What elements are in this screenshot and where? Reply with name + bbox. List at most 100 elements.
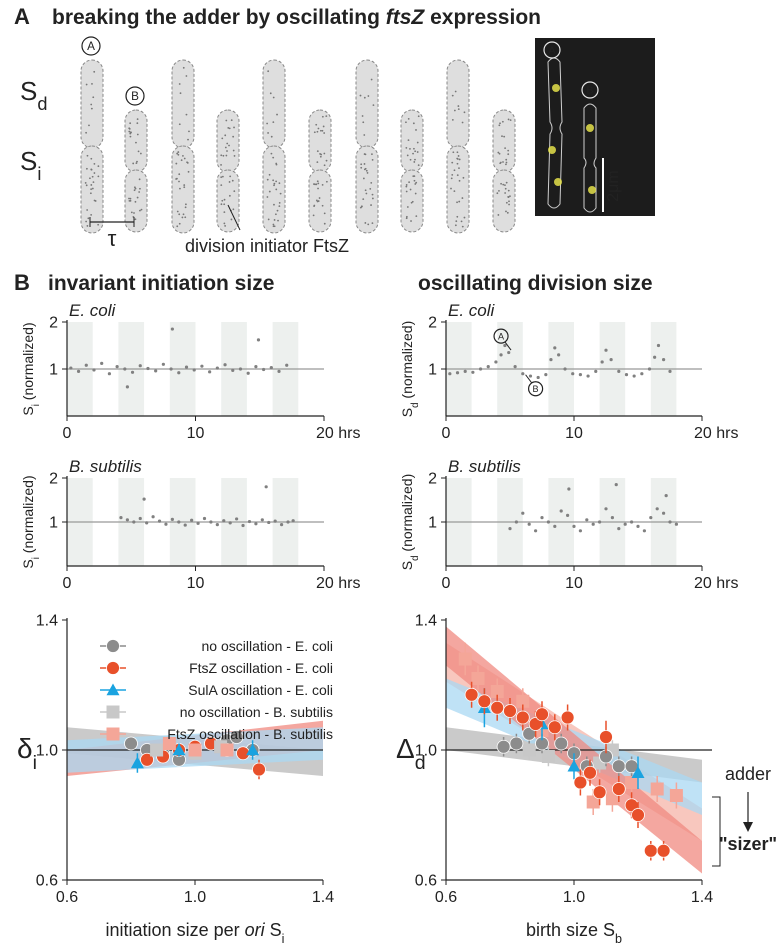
- ftsz-dot: [318, 197, 321, 199]
- circle-label-ring: [581, 81, 599, 99]
- ftsz-dot: [91, 175, 94, 178]
- ftsz-dot: [323, 222, 326, 225]
- ftsz-dot: [502, 161, 504, 163]
- cell: [492, 169, 516, 233]
- data-point: [471, 370, 475, 374]
- data-point: [636, 524, 640, 529]
- ftsz-dot: [226, 142, 229, 145]
- ftsz-dot: [97, 223, 100, 226]
- data-point: [515, 710, 530, 725]
- legend-label: FtsZ oscillation - B. subtilis: [167, 726, 333, 742]
- ftsz-dot: [225, 154, 228, 157]
- y-axis-label-part: d: [415, 752, 426, 774]
- x-tick-label: 0: [442, 425, 451, 442]
- annotation: "sizer": [719, 834, 777, 854]
- data-point: [200, 364, 204, 368]
- ftsz-dot: [505, 163, 507, 166]
- ftsz-dot: [496, 192, 499, 195]
- data-point: [611, 759, 626, 774]
- ftsz-dot: [410, 201, 413, 204]
- ftsz-dot: [457, 155, 460, 157]
- ftsz-dot: [458, 158, 461, 161]
- data-point: [631, 766, 645, 778]
- ftsz-dot: [175, 177, 178, 180]
- ftsz-dot: [323, 132, 326, 134]
- organism-label: B. subtilis: [448, 457, 521, 476]
- data-point: [252, 762, 266, 777]
- panel-title-part: ftsZ: [386, 6, 426, 29]
- ftsz-dot: [414, 183, 417, 185]
- ftsz-dot: [134, 218, 137, 221]
- ftsz-dot: [228, 181, 231, 183]
- ftsz-dot: [409, 148, 411, 150]
- panel-title-part: breaking the adder by oscillating: [52, 6, 386, 29]
- ftsz-dot: [499, 122, 501, 125]
- ftsz-dot: [504, 187, 507, 190]
- ftsz-dot: [361, 115, 364, 117]
- circle-label: A: [87, 40, 95, 53]
- ftsz-dot: [275, 188, 278, 191]
- ftsz-dot: [220, 203, 223, 206]
- ftsz-dot: [86, 209, 89, 211]
- micrograph: [535, 38, 655, 216]
- panel-label: B: [14, 270, 30, 295]
- ftsz-dot: [497, 214, 500, 216]
- ftsz-dot: [317, 200, 320, 202]
- cell: [400, 169, 424, 233]
- y-tick-label: 2: [49, 315, 58, 332]
- ftsz-dot: [321, 204, 324, 207]
- data-point: [516, 694, 530, 708]
- data-point: [514, 520, 519, 524]
- x-tick-label: 1.4: [691, 889, 713, 906]
- ftsz-dot: [223, 222, 226, 225]
- x-axis-label-part: ori: [245, 920, 266, 940]
- x-axis-label: initiation size per ori Si: [106, 920, 285, 943]
- data-point: [653, 355, 657, 359]
- data-point: [157, 519, 162, 523]
- ftsz-dot: [267, 218, 270, 221]
- data-point: [559, 509, 563, 513]
- ftsz-dot: [177, 151, 180, 153]
- ftsz-dot: [86, 225, 89, 227]
- ftsz-dot: [128, 199, 131, 202]
- data-point: [547, 720, 562, 735]
- data-point: [585, 518, 589, 522]
- ftsz-dot: [140, 208, 143, 211]
- data-point: [264, 485, 268, 489]
- ftsz-dot: [176, 225, 179, 228]
- ftsz-dot: [129, 131, 132, 134]
- tau-label: τ: [108, 226, 117, 251]
- data-point: [490, 700, 505, 715]
- ftsz-dot: [93, 172, 96, 174]
- ftsz-dot: [223, 198, 226, 201]
- ftsz-dot: [138, 191, 141, 193]
- x-axis-label-part: birth size: [526, 920, 603, 940]
- ftsz-dot: [187, 138, 189, 141]
- ftsz-dot: [453, 169, 456, 172]
- ftsz-dot: [367, 223, 370, 226]
- scale-label: 2μm: [605, 170, 622, 201]
- ftsz-dot: [97, 175, 100, 178]
- x-tick-label: 0: [63, 575, 72, 592]
- ftsz-dot: [134, 200, 137, 203]
- ftsz-dot: [274, 213, 277, 216]
- data-point: [614, 483, 618, 487]
- x-tick-label: 10: [565, 575, 583, 592]
- micro-spot: [586, 124, 594, 132]
- ftsz-dot: [460, 220, 463, 223]
- data-point: [246, 371, 250, 375]
- x-tick-label: 10: [565, 425, 583, 442]
- ftsz-dot: [505, 201, 508, 204]
- ftsz-dot: [451, 161, 454, 164]
- y-axis-label-part: S: [20, 406, 36, 415]
- ftsz-dot: [267, 132, 269, 134]
- data-point: [222, 519, 226, 523]
- ftsz-dot: [322, 125, 325, 128]
- legend-marker: [106, 727, 120, 741]
- ftsz-dot: [139, 152, 142, 155]
- ftsz-dot: [507, 118, 510, 121]
- data-point: [521, 372, 525, 376]
- ftsz-dot: [371, 158, 374, 161]
- legend-label: FtsZ oscillation - E. coli: [189, 660, 333, 676]
- ftsz-dot: [93, 162, 96, 165]
